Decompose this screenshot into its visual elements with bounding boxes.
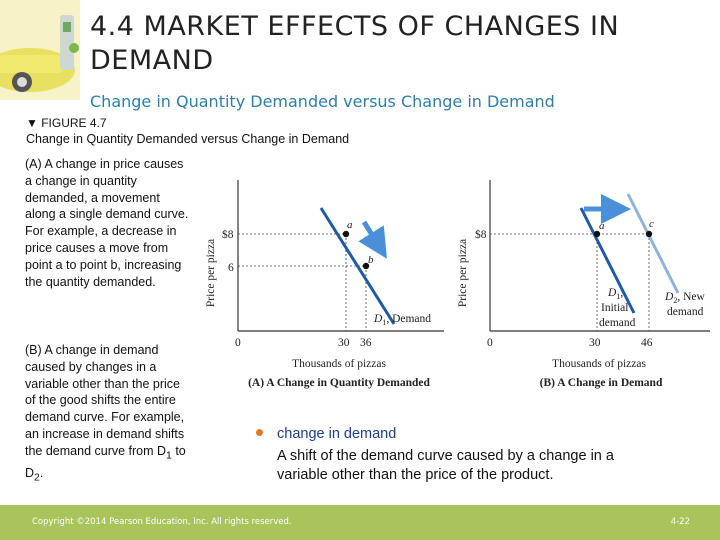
figure-label: ▼ FIGURE 4.7 <box>26 116 107 130</box>
graph-b-d2-suffix: , New <box>677 291 705 303</box>
graph-a-movement-arrow <box>358 220 387 259</box>
panel-b-text-1: (B) A change in demand caused by changes… <box>25 343 185 458</box>
copyright-text: Copyright ©2014 Pearson Education, Inc. … <box>32 517 292 527</box>
graph-a-x-tick-0: 0 <box>235 337 241 349</box>
graph-a-curve-suffix: , Demand <box>386 313 431 325</box>
graph-b-d2-label: D2, New <box>664 291 705 305</box>
graph-b-d1-sub: 1 <box>616 292 620 301</box>
graph-a-x-tick-36: 36 <box>360 337 372 349</box>
graph-a-point-a <box>342 230 350 238</box>
graph-a-demand-curve-d1 <box>319 207 396 325</box>
graph-b-x-label: Thousands of pizzas <box>552 358 646 370</box>
graph-b-point-c-label: c <box>649 218 654 230</box>
graph-b-x-tick-30: 30 <box>589 337 601 349</box>
graph-a-y-tick-6: 6 <box>228 262 234 274</box>
graph-b-point-a <box>593 230 601 238</box>
figure-caption: Change in Quantity Demanded versus Chang… <box>26 132 350 146</box>
graph-b-point-a-label: a <box>599 220 605 232</box>
page-subtitle: Change in Quantity Demanded versus Chang… <box>90 92 555 111</box>
page-number: 4-22 <box>670 517 690 527</box>
graph-a: Price per pizza $8 6 a b D1, Demand 0 30… <box>205 180 444 389</box>
graph-a-point-b-label: b <box>368 254 374 266</box>
graph-b-d2-d: D <box>664 291 674 303</box>
graph-b: Price per pizza $8 a c D1, Initial deman… <box>457 180 710 389</box>
key-term-word: change in demand <box>277 426 397 442</box>
key-term-definition: A shift of the demand curve caused by a … <box>277 448 614 483</box>
graph-b-y-tick-8: $8 <box>475 228 487 241</box>
graph-a-x-label: Thousands of pizzas <box>292 358 386 370</box>
car-logo-icon <box>0 0 80 100</box>
footer-bar: Copyright ©2014 Pearson Education, Inc. … <box>0 505 720 540</box>
graph-b-demand-curve-d2 <box>626 193 680 294</box>
graph-a-y-label: Price per pizza <box>205 239 217 307</box>
graph-b-y-label: Price per pizza <box>457 239 469 307</box>
graph-a-y-tick-8: $8 <box>222 228 234 241</box>
bullet-icon <box>256 429 263 436</box>
graph-a-curve-label: D1, Demand <box>373 313 431 327</box>
graph-a-panel-title: (A) A Change in Quantity Demanded <box>248 377 430 389</box>
graph-b-d2-line2: demand <box>667 306 704 318</box>
graph-b-panel-title: (B) A Change in Demand <box>540 377 663 389</box>
graph-a-point-b <box>362 262 370 270</box>
graph-b-d2-sub: 2 <box>673 296 677 305</box>
panel-b-description: (B) A change in demand caused by changes… <box>25 342 191 487</box>
graph-a-curve-sub: 1 <box>382 318 386 327</box>
graph-b-x-tick-46: 46 <box>641 337 653 349</box>
panel-a-description: (A) A change in price causes a change in… <box>25 157 189 289</box>
sub-2: 2 <box>34 472 40 484</box>
graph-b-x-tick-0: 0 <box>487 337 493 349</box>
graph-b-d1-d: D <box>607 287 617 299</box>
page-title: 4.4 MARKET EFFECTS OF CHANGES IN DEMAND <box>90 11 620 76</box>
panel-b-text-3: . <box>39 466 44 481</box>
sub-1: 1 <box>166 450 172 462</box>
graph-a-point-a-label: a <box>347 219 353 231</box>
graph-b-point-c <box>645 230 653 238</box>
demand-graphs: Price per pizza $8 6 a b D1, Demand 0 30… <box>205 180 710 389</box>
graph-a-curve-d: D <box>373 313 383 325</box>
graph-b-d1-line2: Initial <box>601 302 628 314</box>
graph-b-d1-label: D1, <box>607 287 623 301</box>
graph-b-d1-line3: demand <box>599 317 636 329</box>
graph-a-x-tick-30: 30 <box>338 337 350 349</box>
graph-b-demand-curve-d1 <box>579 207 636 314</box>
panel-b-text-2: to D <box>25 443 186 481</box>
